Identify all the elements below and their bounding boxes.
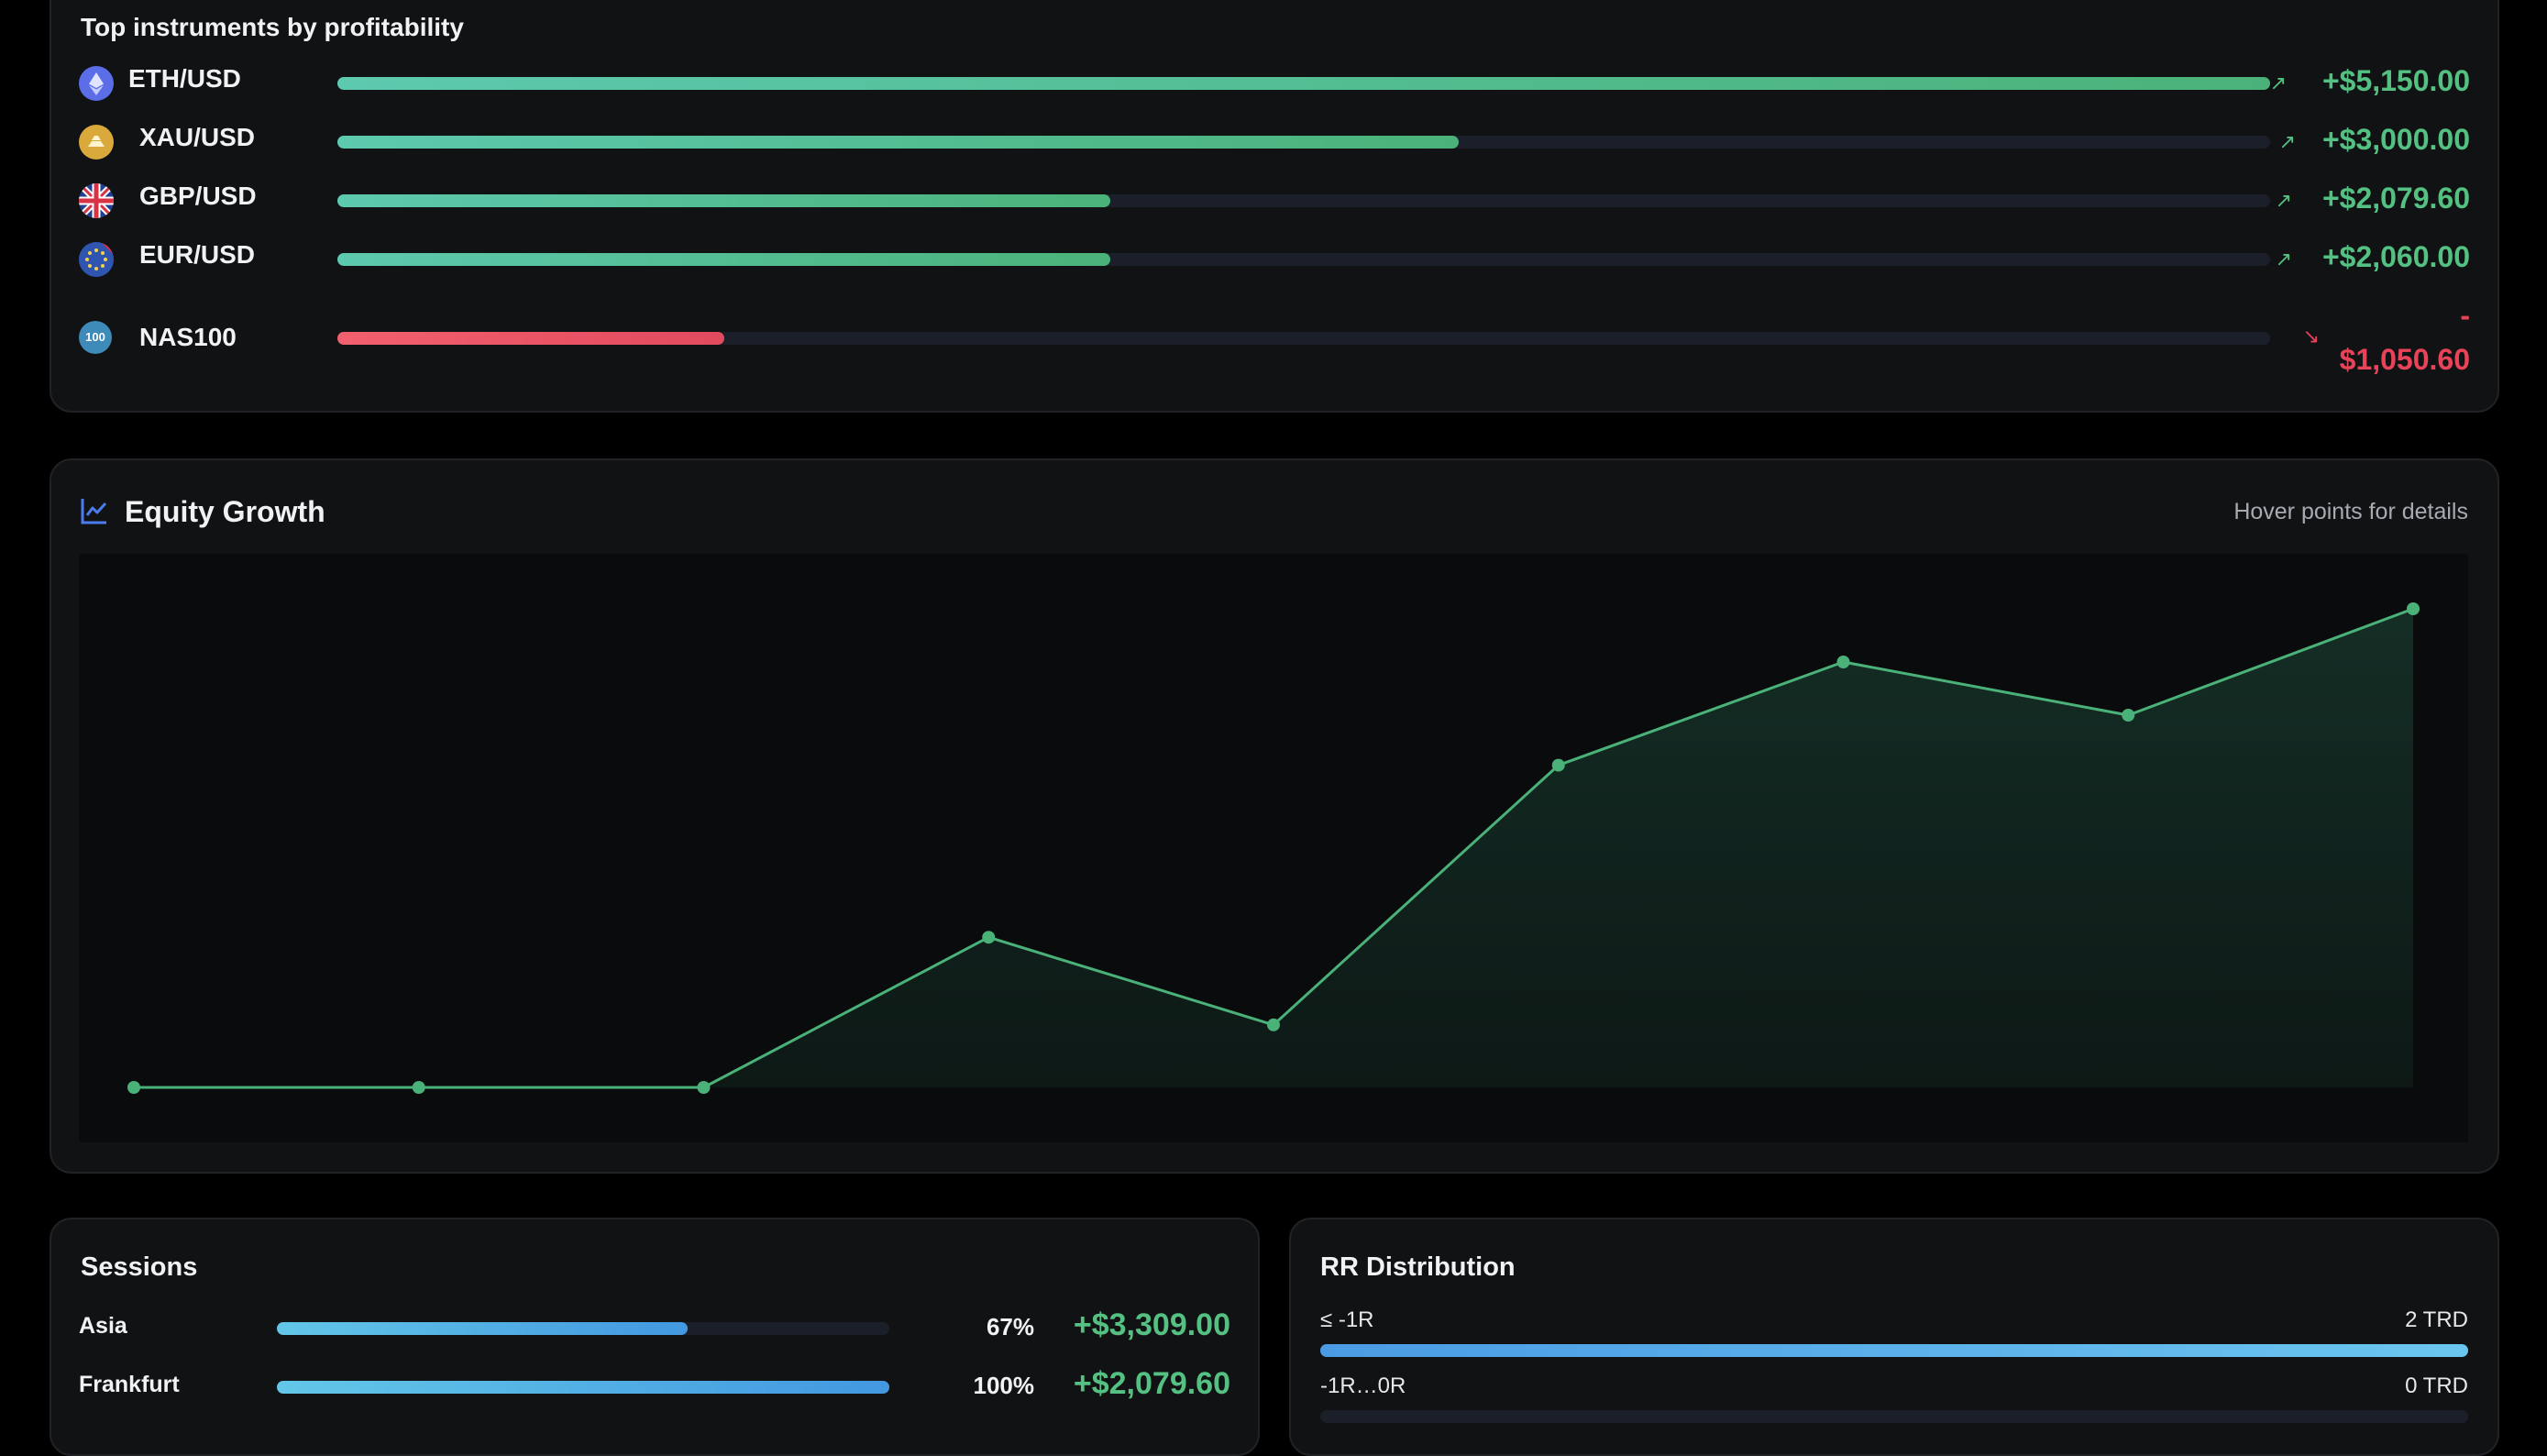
session-value: +$3,309.00	[1073, 1307, 1230, 1342]
rr-bar	[1320, 1410, 2468, 1423]
instrument-row-eth[interactable]: ETH/USD ↗ +$5,150.00	[79, 61, 2470, 106]
instrument-bar	[337, 77, 2270, 90]
nas100-badge: 100	[85, 330, 105, 344]
rr-count: 2 TRD	[2405, 1307, 2468, 1332]
instrument-bar-fill	[337, 194, 1111, 207]
rr-row-minus-1r-0r[interactable]: -1R…0R 0 TRD	[1320, 1373, 2468, 1428]
instrument-bar	[337, 332, 2270, 345]
instrument-name: NAS100	[139, 323, 237, 351]
session-bar-fill	[277, 1322, 688, 1335]
sessions-card	[50, 1218, 1260, 1456]
session-name: Frankfurt	[79, 1372, 180, 1397]
equity-point[interactable]	[2407, 602, 2420, 615]
equity-point[interactable]	[127, 1081, 140, 1094]
rr-bar	[1320, 1344, 2468, 1357]
instrument-value: +$5,150.00	[2321, 64, 2470, 97]
instrument-name: XAU/USD	[139, 123, 256, 151]
instrument-value-sign: -	[2460, 299, 2470, 332]
equity-point[interactable]	[1836, 656, 1850, 668]
equity-point[interactable]	[697, 1081, 711, 1094]
equity-area	[134, 609, 2413, 1087]
instrument-name: EUR/USD	[139, 240, 256, 269]
equity-point[interactable]	[2122, 709, 2135, 722]
instrument-row-nas100[interactable]: 100 NAS100 ↘ - $1,050.60	[79, 299, 2470, 381]
instrument-name: ETH/USD	[128, 64, 241, 93]
trend-up-icon: ↗	[2275, 248, 2292, 270]
rr-row-le-minus-1r[interactable]: ≤ -1R 2 TRD	[1320, 1307, 2468, 1362]
session-percent: 100%	[973, 1372, 1035, 1399]
trend-down-icon: ↘	[2302, 325, 2320, 347]
instrument-value: $1,050.60	[2339, 343, 2470, 376]
instrument-bar-fill	[337, 332, 724, 345]
instrument-bar	[337, 253, 2270, 266]
trend-up-icon: ↗	[2275, 189, 2292, 212]
rr-count: 0 TRD	[2405, 1373, 2468, 1398]
instrument-bar-fill	[337, 136, 1459, 149]
equity-point[interactable]	[1551, 758, 1565, 772]
session-percent: 67%	[986, 1313, 1034, 1340]
equity-point[interactable]	[982, 931, 996, 944]
equity-plot-area[interactable]	[79, 554, 2468, 1142]
session-row-asia[interactable]: Asia 67% +$3,309.00	[79, 1307, 1230, 1353]
instrument-bar	[337, 136, 2270, 149]
top-instruments-title: Top instruments by profitability	[81, 13, 464, 41]
trend-up-icon: ↗	[2269, 72, 2287, 94]
rr-distribution-title: RR Distribution	[1320, 1252, 1516, 1282]
session-bar-fill	[277, 1381, 889, 1394]
session-row-frankfurt[interactable]: Frankfurt 100% +$2,079.60	[79, 1366, 1230, 1412]
session-bar	[277, 1381, 889, 1394]
rr-label: -1R…0R	[1320, 1373, 1406, 1398]
instrument-value: +$3,000.00	[2321, 123, 2470, 156]
equity-hover-hint: Hover points for details	[2233, 499, 2468, 524]
nas100-icon: 100	[79, 321, 112, 354]
instrument-bar-fill	[337, 253, 1111, 266]
instrument-bar-fill	[337, 77, 2270, 90]
instrument-row-gbp[interactable]: GBP/USD ↗ +$2,079.60	[79, 178, 2470, 224]
rr-bar-fill	[1320, 1344, 2468, 1357]
instrument-value: +$2,079.60	[2321, 182, 2470, 215]
uk-flag-icon	[79, 183, 114, 218]
equity-chart[interactable]	[79, 554, 2468, 1142]
equity-growth-title: Equity Growth	[125, 495, 325, 528]
ethereum-icon	[79, 66, 114, 101]
sessions-title: Sessions	[81, 1252, 198, 1282]
instrument-name: GBP/USD	[139, 182, 257, 210]
trend-up-icon: ↗	[2278, 130, 2296, 153]
session-bar	[277, 1322, 889, 1335]
equity-point[interactable]	[412, 1081, 425, 1094]
session-name: Asia	[79, 1313, 127, 1339]
eu-flag-icon	[79, 242, 114, 277]
instrument-row-eur[interactable]: EUR/USD ↗ +$2,060.00	[79, 237, 2470, 282]
line-chart-icon	[79, 495, 110, 526]
instrument-row-xau[interactable]: XAU/USD ↗ +$3,000.00	[79, 119, 2470, 165]
gold-icon	[79, 125, 114, 160]
instrument-value: +$2,060.00	[2321, 240, 2470, 273]
rr-label: ≤ -1R	[1320, 1307, 1374, 1332]
equity-point[interactable]	[1267, 1018, 1280, 1031]
session-value: +$2,079.60	[1073, 1366, 1230, 1401]
instrument-bar	[337, 194, 2270, 207]
